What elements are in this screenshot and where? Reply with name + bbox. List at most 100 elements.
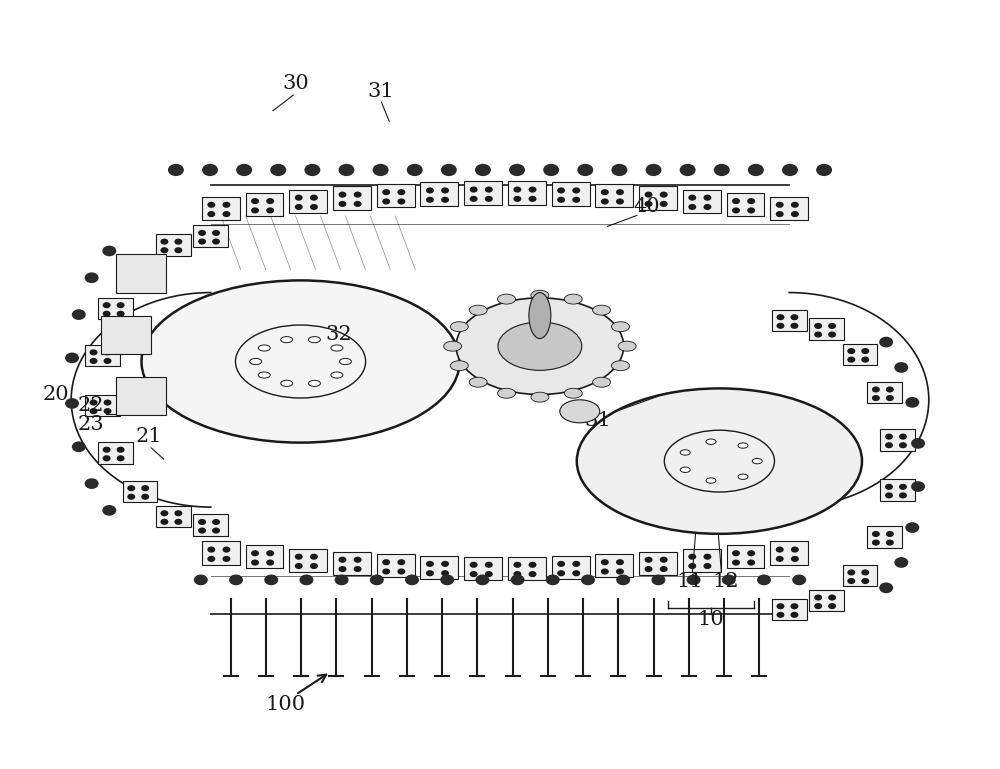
Ellipse shape [281,381,293,387]
Bar [246,545,283,568]
Text: 100: 100 [266,695,306,714]
Circle shape [475,164,491,176]
Circle shape [207,211,215,217]
Circle shape [470,187,478,192]
Circle shape [338,557,346,563]
Circle shape [886,540,894,546]
Ellipse shape [612,321,629,331]
Circle shape [776,603,784,609]
Circle shape [861,578,869,584]
Circle shape [470,561,478,568]
Circle shape [511,574,525,585]
Circle shape [174,247,182,253]
Bar [156,506,191,528]
Circle shape [791,201,799,208]
Circle shape [886,386,894,392]
Circle shape [441,197,449,203]
Circle shape [872,540,880,546]
Circle shape [894,557,908,568]
Circle shape [714,164,730,176]
Ellipse shape [612,361,629,371]
Bar [508,181,546,205]
Circle shape [441,570,449,576]
Circle shape [198,528,206,534]
Circle shape [117,447,125,453]
Bar [770,197,808,220]
Circle shape [646,164,661,176]
Circle shape [266,550,274,556]
Circle shape [776,556,784,562]
Bar [639,551,677,575]
Circle shape [660,191,668,198]
Bar [727,193,764,216]
Circle shape [616,559,624,565]
Circle shape [194,574,208,585]
Circle shape [776,211,784,217]
Ellipse shape [680,450,690,455]
Circle shape [616,198,624,205]
Ellipse shape [738,443,748,448]
Circle shape [266,198,274,205]
Ellipse shape [339,358,351,365]
Bar [772,310,807,331]
Circle shape [168,164,184,176]
Circle shape [251,550,259,556]
Circle shape [776,315,784,321]
Circle shape [295,563,303,569]
Circle shape [103,311,111,317]
Circle shape [141,485,149,491]
Text: 40: 40 [633,197,660,216]
Circle shape [861,357,869,363]
Ellipse shape [752,458,762,464]
Circle shape [572,188,580,194]
Circle shape [222,556,230,562]
Circle shape [557,197,565,203]
Circle shape [407,164,423,176]
Ellipse shape [469,305,487,315]
Circle shape [879,582,893,593]
Bar [123,481,157,502]
Ellipse shape [531,392,549,402]
Circle shape [557,570,565,576]
Circle shape [370,574,384,585]
Circle shape [687,574,701,585]
Bar [552,182,590,205]
Circle shape [207,201,215,208]
Circle shape [790,315,798,321]
Circle shape [688,195,696,201]
Circle shape [470,196,478,202]
Circle shape [174,510,182,516]
Bar [508,557,546,580]
Circle shape [405,574,419,585]
Circle shape [229,574,243,585]
Bar [420,182,458,205]
Bar [289,548,327,572]
Circle shape [601,198,609,205]
Ellipse shape [577,388,862,534]
Circle shape [905,397,919,408]
Circle shape [790,612,798,618]
Circle shape [117,311,125,317]
Circle shape [382,559,390,565]
Circle shape [475,574,489,585]
Circle shape [354,191,362,198]
Circle shape [782,164,798,176]
Circle shape [338,201,346,207]
Circle shape [688,204,696,210]
Ellipse shape [560,400,600,423]
Bar [867,527,902,548]
Circle shape [660,566,668,572]
Circle shape [529,561,537,568]
Circle shape [872,386,880,392]
Text: 21: 21 [136,427,162,446]
Circle shape [426,197,434,203]
Text: 22: 22 [78,397,104,415]
Circle shape [117,455,125,461]
Circle shape [557,561,565,567]
Circle shape [117,302,125,308]
Bar [843,565,877,587]
Circle shape [732,550,740,556]
Circle shape [748,164,764,176]
Bar [98,298,133,319]
Circle shape [90,358,98,364]
